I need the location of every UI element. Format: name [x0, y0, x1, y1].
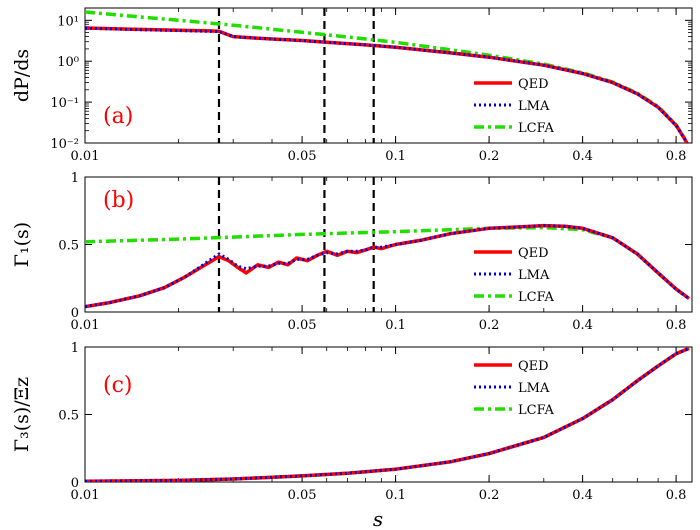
x-axis-label: s: [373, 507, 383, 530]
plot-frame: [84, 7, 693, 144]
series-line-lcfa: [85, 225, 691, 300]
series-line-lma: [85, 224, 690, 309]
legend-label-lma: LMA: [518, 381, 550, 396]
y-axis-label: Γ₁(s): [11, 222, 33, 267]
y-tick-label: 10¹: [57, 14, 79, 29]
legend-label-qed: QED: [518, 77, 549, 92]
series-line-qed: [85, 347, 690, 482]
panel-1: 0.01 0.05 0.1 0.2 0.4 0.8 0 0.5 1 Γ₁(s) (b) QED LMA L…: [11, 171, 693, 333]
x-tick-label: 0.4: [572, 149, 593, 164]
legend-label-qed: QED: [518, 359, 549, 374]
x-tick-label: 0.01: [71, 149, 100, 164]
x-tick-label: 0.1: [385, 149, 406, 164]
plot-frame: [84, 346, 693, 483]
x-tick-label: 0.8: [666, 318, 687, 333]
legend-label-lma: LMA: [518, 99, 550, 114]
legend-label-lma: LMA: [518, 268, 550, 283]
series-line-lma: [85, 26, 689, 143]
y-tick-label: 0: [71, 306, 79, 321]
panel-label: (a): [103, 104, 133, 129]
y-tick-label: 1: [71, 171, 79, 186]
x-tick-label: 0.1: [385, 318, 406, 333]
legend: QED LMA LCFA: [474, 246, 554, 305]
x-tick-label: 0.4: [572, 318, 593, 333]
legend-label-lcfa: LCFA: [518, 290, 554, 305]
series-line-lcfa: [85, 347, 690, 482]
series-line-qed: [85, 26, 689, 143]
x-tick-label: 0.05: [288, 149, 317, 164]
x-tick-label: 0.8: [666, 149, 687, 164]
legend-label-qed: QED: [518, 246, 549, 261]
y-tick-label: 0.5: [58, 409, 79, 424]
y-tick-label: 10⁻²: [50, 137, 79, 152]
y-tick-label: 10⁰: [57, 55, 79, 70]
x-tick-label: 0.01: [71, 318, 100, 333]
x-tick-label: 0.4: [572, 488, 593, 503]
x-tick-label: 0.01: [71, 488, 100, 503]
x-tick-label: 0.1: [385, 488, 406, 503]
legend-label-lcfa: LCFA: [518, 121, 554, 136]
series-line-lma: [85, 347, 690, 482]
panel-2: 0.01 0.05 0.1 0.2 0.4 0.8 0 0.5 1 Γ₃(s)/Ξz (c) QED L…: [11, 341, 693, 503]
legend-label-lcfa: LCFA: [518, 403, 554, 418]
legend: QED LMA LCFA: [474, 359, 554, 418]
y-tick-label: 1: [71, 341, 79, 356]
plot-frame: [84, 176, 693, 313]
y-axis-label: Γ₃(s)/Ξz: [11, 377, 33, 452]
x-tick-label: 0.2: [479, 149, 500, 164]
panel-label: (c): [103, 373, 133, 398]
x-tick-label: 0.2: [479, 318, 500, 333]
panel-label: (b): [103, 188, 134, 213]
x-tick-label: 0.8: [666, 488, 687, 503]
y-tick-label: 0: [71, 476, 79, 491]
x-tick-label: 0.05: [288, 318, 317, 333]
x-tick-label: 0.2: [479, 488, 500, 503]
x-tick-label: 0.05: [288, 488, 317, 503]
y-tick-label: 0.5: [58, 239, 79, 254]
y-axis-label: dP/ds: [11, 49, 33, 102]
y-tick-label: 10⁻¹: [50, 96, 79, 111]
panel-0: 0.01 0.05 0.1 0.2 0.4 0.8 10¹ 10⁰ 10⁻¹ 10⁻² dP/ds (…: [11, 7, 693, 164]
legend: QED LMA LCFA: [474, 77, 554, 136]
